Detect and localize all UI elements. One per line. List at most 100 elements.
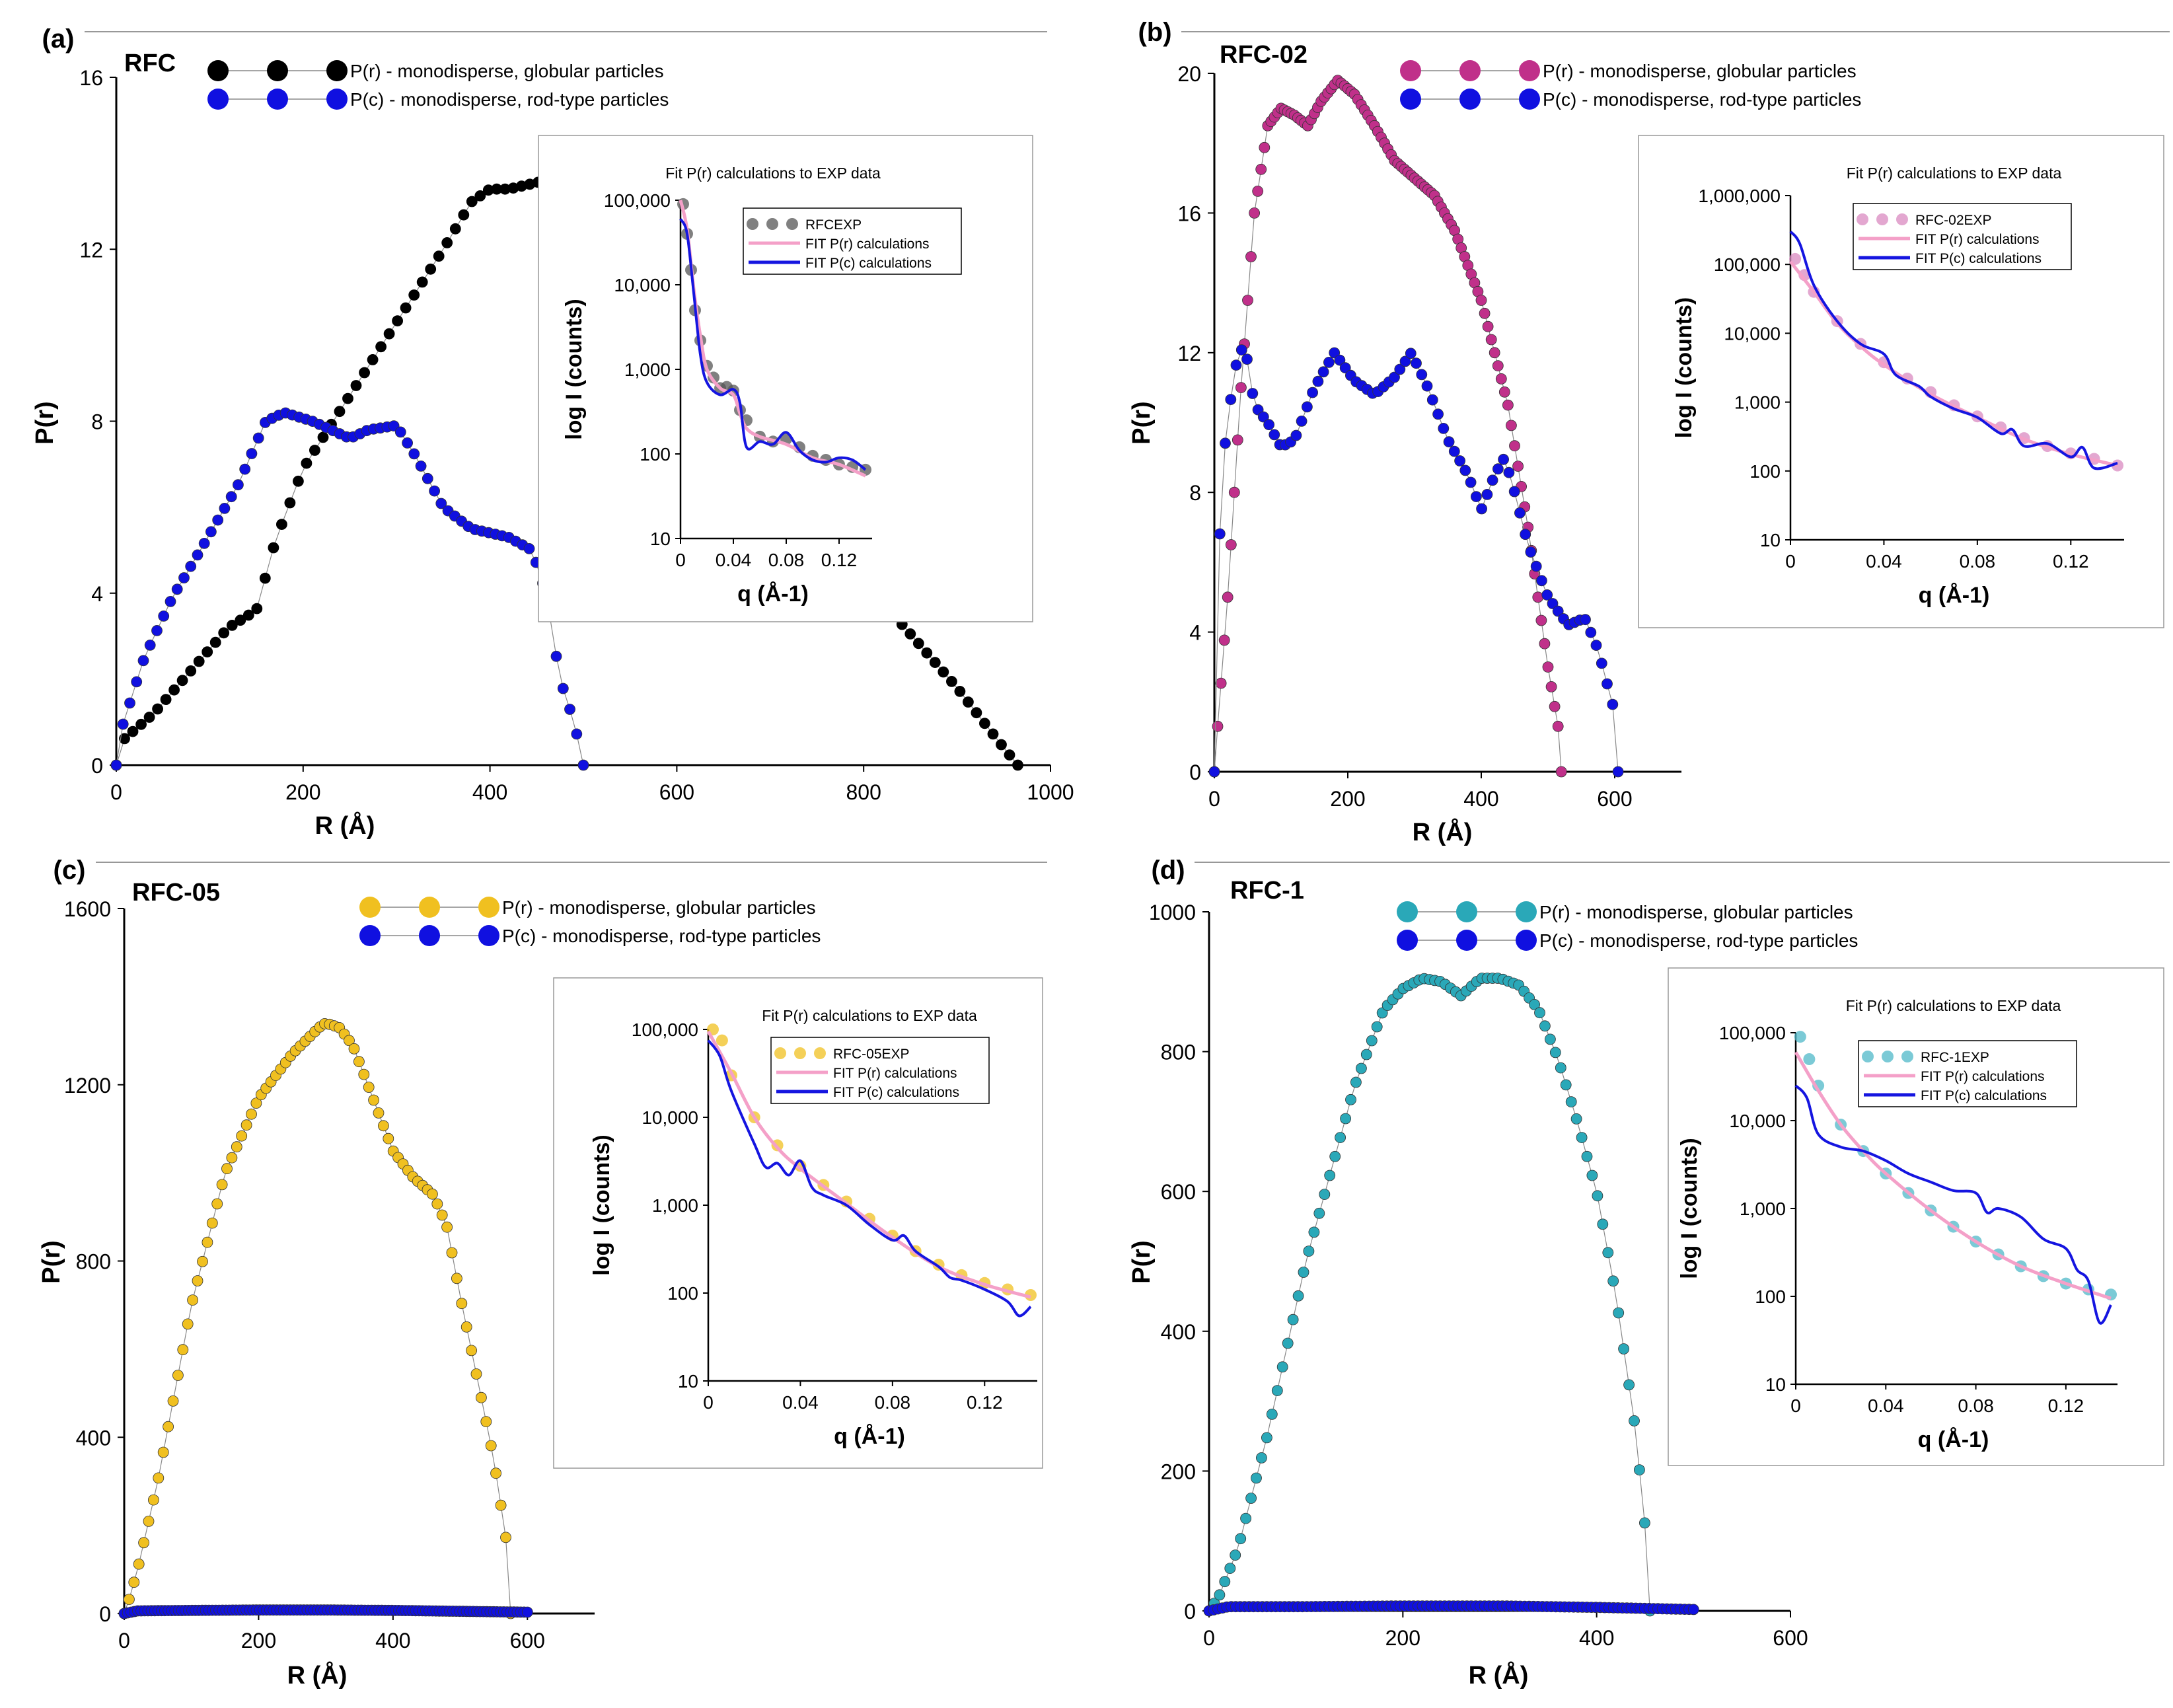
panel-label: (d) [1151, 856, 1185, 885]
y-tick-label: 8 [91, 410, 103, 434]
inset-legend-marker [1896, 213, 1908, 225]
data-point [946, 676, 957, 687]
y-tick-label: 0 [99, 1602, 111, 1626]
data-point [363, 1082, 375, 1093]
data-point [153, 1472, 165, 1484]
data-point [485, 1440, 497, 1452]
x-axis-title: R (Å) [287, 1660, 348, 1689]
data-point [1549, 700, 1561, 712]
x-tick-label: 800 [846, 780, 881, 804]
data-point [317, 431, 329, 443]
inset-y-tick-label: 10,000 [1724, 323, 1781, 344]
inset-x-axis-title: q (Å-1) [834, 1424, 905, 1449]
inset-x-tick-label: 0.12 [967, 1392, 1003, 1413]
data-point [963, 696, 974, 708]
y-tick-label: 0 [1189, 761, 1201, 784]
data-point [197, 1255, 208, 1267]
x-axis-title: R (Å) [315, 811, 375, 840]
data-point [236, 1130, 248, 1142]
data-point [451, 1273, 462, 1284]
inset-chart: Fit P(r) calculations to EXP data 10 100 1,… [553, 977, 1043, 1469]
data-point [1303, 1245, 1315, 1257]
data-point [1448, 445, 1460, 457]
legend-label: P(c) - monodisperse, rod-type particles [350, 89, 669, 110]
inset-x-tick-label: 0.12 [2048, 1395, 2084, 1416]
data-point [176, 675, 188, 687]
data-point [1224, 1563, 1236, 1575]
data-point [1602, 678, 1613, 690]
inset-fit-pr-line [1794, 1051, 2112, 1300]
legend-marker [359, 897, 381, 918]
inset-exp-point [1803, 1053, 1816, 1065]
legend-label: P(c) - monodisperse, rod-type particles [1539, 930, 1858, 951]
data-point [1535, 575, 1547, 587]
data-point [143, 1515, 155, 1527]
y-tick-label: 600 [1161, 1180, 1196, 1204]
y-tick-label: 0 [1184, 1600, 1196, 1623]
data-point [172, 1370, 184, 1381]
data-point [1454, 455, 1466, 466]
data-point [1529, 999, 1541, 1010]
data-point [495, 1499, 507, 1511]
data-point [127, 725, 139, 737]
data-point [344, 1035, 355, 1047]
data-point [276, 519, 287, 530]
data-point [216, 1179, 228, 1191]
data-point [259, 572, 271, 584]
inset-title: Fit P(r) calculations to EXP data [1846, 997, 2061, 1014]
data-point [193, 655, 205, 667]
inset-fit-pc-line [1794, 1084, 2112, 1325]
data-point [1487, 474, 1498, 486]
legend-marker [1516, 901, 1537, 922]
data-point [1323, 357, 1335, 368]
y-tick-label: 4 [1189, 621, 1201, 645]
data-point [1459, 464, 1471, 476]
legend-marker [1456, 930, 1477, 951]
inset-fit-pc-line [1789, 231, 2118, 470]
data-point [1443, 436, 1455, 448]
inset-legend-label: FIT P(c) calculations [833, 1085, 959, 1100]
legend-marker [267, 60, 288, 81]
data-point [123, 1594, 135, 1606]
inset-x-tick-label: 0 [1790, 1395, 1801, 1416]
data-point [400, 302, 412, 314]
data-point [921, 647, 933, 659]
data-point [1276, 1361, 1288, 1373]
data-point [470, 1368, 482, 1380]
data-point [1565, 1096, 1577, 1107]
x-tick-label: 0 [118, 1629, 130, 1652]
data-point [1350, 1076, 1362, 1088]
data-point [416, 276, 428, 288]
data-point [1485, 334, 1497, 346]
data-point [1505, 420, 1517, 431]
inset-x-tick-label: 0.08 [1960, 551, 1996, 572]
inset-x-tick-label: 0.04 [1866, 551, 1902, 572]
data-point [1508, 486, 1520, 498]
data-point [1329, 1150, 1341, 1162]
legend-label: P(r) - monodisperse, globular particles [502, 897, 816, 918]
inset-fit-pr-line [706, 1030, 1031, 1299]
y-tick-label: 12 [79, 238, 103, 262]
inset-exp-point [716, 1034, 728, 1047]
data-point [1225, 539, 1237, 550]
data-point [429, 485, 440, 497]
data-point [1545, 681, 1557, 692]
data-point [151, 625, 163, 636]
data-point [1552, 720, 1564, 732]
data-point [427, 1188, 438, 1200]
panel-title: RFC-05 [132, 879, 220, 907]
data-point [205, 526, 217, 538]
data-point [425, 263, 437, 275]
data-point [571, 728, 583, 740]
data-point [1290, 429, 1302, 441]
data-point [226, 1152, 238, 1164]
data-point [1312, 375, 1324, 387]
x-tick-label: 400 [1579, 1626, 1614, 1650]
data-point [458, 209, 470, 221]
data-point [219, 503, 231, 514]
data-point [182, 1318, 194, 1330]
legend-marker [267, 89, 288, 110]
data-point [1287, 1314, 1299, 1325]
